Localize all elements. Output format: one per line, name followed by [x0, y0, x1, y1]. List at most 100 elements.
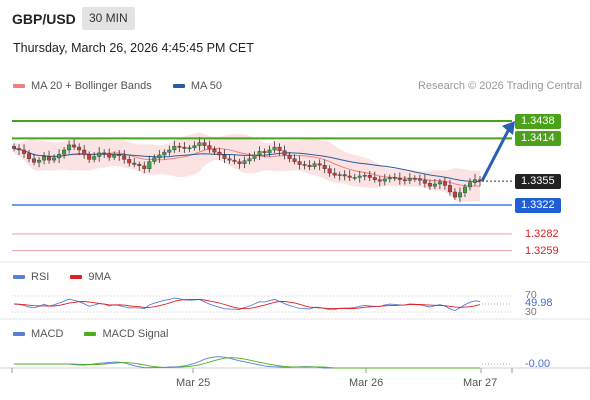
candle-body: [337, 174, 342, 176]
forecast-arrow-head: [502, 121, 515, 135]
candle-body: [187, 147, 192, 150]
candle-body: [317, 163, 322, 166]
timeframe-button[interactable]: 30 MIN: [82, 7, 135, 30]
candle-body: [292, 158, 297, 162]
candle-body: [137, 164, 142, 166]
candle-body: [252, 154, 257, 159]
legend-swatch: [172, 84, 185, 89]
candle-body: [147, 161, 152, 170]
candle-body: [347, 175, 352, 178]
candle-body: [468, 182, 473, 188]
rsi-legend: RSI 9MA: [13, 271, 129, 283]
candle-body: [297, 161, 302, 165]
legend-ma50: MA 50: [172, 80, 223, 92]
ma50-line: [13, 148, 481, 183]
legend-label: MACD Signal: [102, 328, 169, 340]
legend-swatch: [13, 332, 25, 337]
candle-body: [97, 152, 102, 157]
candle-body: [387, 177, 392, 180]
x-label-mar27: Mar 27: [463, 377, 498, 389]
candle-body: [307, 164, 312, 167]
candle-body: [152, 157, 157, 162]
candle-body: [342, 174, 347, 177]
candle-body: [212, 148, 217, 153]
candle-body: [52, 157, 57, 161]
legend-label: MACD: [31, 328, 64, 340]
legend-9ma: 9MA: [70, 271, 111, 283]
legend-ma20: MA 20 + Bollinger Bands: [13, 80, 152, 92]
candle-body: [167, 149, 172, 153]
candle-body: [257, 151, 262, 156]
level-label-s1: 1.3282: [525, 228, 559, 240]
candle-body: [277, 146, 282, 151]
legend-label: MA 50: [190, 80, 223, 92]
candle-body: [437, 181, 442, 185]
candle-body: [17, 148, 22, 151]
candle-body: [82, 149, 87, 155]
candle-body: [422, 180, 427, 184]
candle-body: [312, 163, 317, 167]
candle-body: [447, 185, 452, 193]
candle-body: [327, 168, 332, 174]
candle-body: [412, 177, 417, 180]
candle-body: [192, 145, 197, 149]
candle-body: [463, 186, 468, 193]
rsi-level-70: 70: [525, 289, 537, 301]
credit-text: Research © 2026 Trading Central: [417, 80, 582, 92]
macd-signal-line: [14, 357, 480, 369]
candle-body: [382, 178, 387, 182]
legend-label: 9MA: [88, 271, 112, 283]
candle-body: [287, 154, 292, 159]
candle-body: [372, 177, 377, 180]
symbol-title: GBP/USD: [12, 11, 76, 27]
candle-body: [127, 159, 132, 164]
candle-body: [247, 158, 252, 162]
legend-swatch: [84, 332, 97, 337]
legend-swatch: [13, 84, 25, 89]
candle-body: [402, 179, 407, 181]
candle-body: [62, 149, 67, 155]
candle-body: [122, 155, 127, 160]
macd-legend: MACD MACD Signal: [13, 328, 186, 340]
candle-body: [77, 146, 82, 151]
candle-body: [87, 154, 92, 160]
candle-body: [352, 177, 357, 179]
candle-body: [217, 151, 222, 156]
candle-body: [357, 175, 362, 178]
candle-body: [397, 177, 402, 180]
candle-body: [157, 154, 162, 159]
candle-body: [227, 158, 232, 161]
level-label-r1: 1.3414: [515, 131, 561, 146]
candle-body: [207, 145, 212, 150]
rsi-9ma-line: [13, 298, 481, 310]
candle-body: [473, 179, 478, 183]
candle-body: [92, 156, 97, 160]
candle-body: [197, 142, 202, 146]
candle-body: [458, 192, 463, 198]
candle-body: [322, 164, 327, 169]
candle-body: [237, 161, 242, 165]
candle-body: [232, 159, 237, 162]
candle-body: [442, 181, 447, 186]
candle-body: [362, 175, 367, 177]
legend-macd-signal: MACD Signal: [84, 328, 168, 340]
candle-body: [177, 146, 182, 148]
timestamp: Thursday, March 26, 2026 4:45:45 PM CET: [13, 41, 254, 55]
candle-body: [267, 149, 272, 154]
candle-body: [332, 172, 337, 176]
candle-body: [32, 158, 37, 163]
x-label-mar26: Mar 26: [349, 377, 384, 389]
legend-swatch: [13, 275, 25, 280]
candle-body: [112, 154, 117, 158]
candle-body: [392, 177, 397, 179]
legend-rsi: RSI: [13, 271, 49, 283]
candle-body: [11, 146, 16, 149]
candle-body: [142, 165, 147, 169]
level-label-pivot: 1.3322: [515, 198, 561, 213]
candle-body: [242, 160, 247, 164]
main-legend: MA 20 + Bollinger Bands MA 50: [13, 80, 240, 92]
candle-body: [57, 154, 62, 159]
candle-body: [302, 164, 307, 166]
candle-body: [162, 151, 167, 156]
